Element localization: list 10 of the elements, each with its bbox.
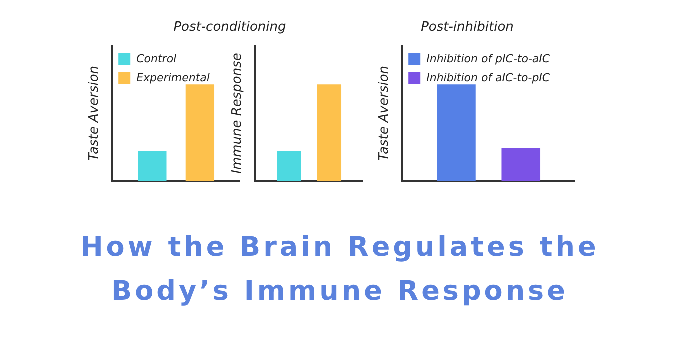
y-axis-title: Taste Aversion [377, 66, 392, 162]
legend-label: Inhibition of aIC-to-pIC [426, 71, 550, 84]
y-axis-title: Taste Aversion [87, 66, 102, 162]
chart-title: Post-inhibition [420, 20, 515, 37]
legend-label: Inhibition of pIC-to-aIC [426, 52, 550, 66]
chart-title: Post-conditioning [172, 20, 288, 37]
text: How the Brain Regulates the Body’s Immune Response [80, 231, 600, 309]
y-axis-title: Immune Response [230, 53, 246, 174]
legend-label: Control [136, 52, 177, 66]
legend-label: Experimental [136, 71, 210, 84]
